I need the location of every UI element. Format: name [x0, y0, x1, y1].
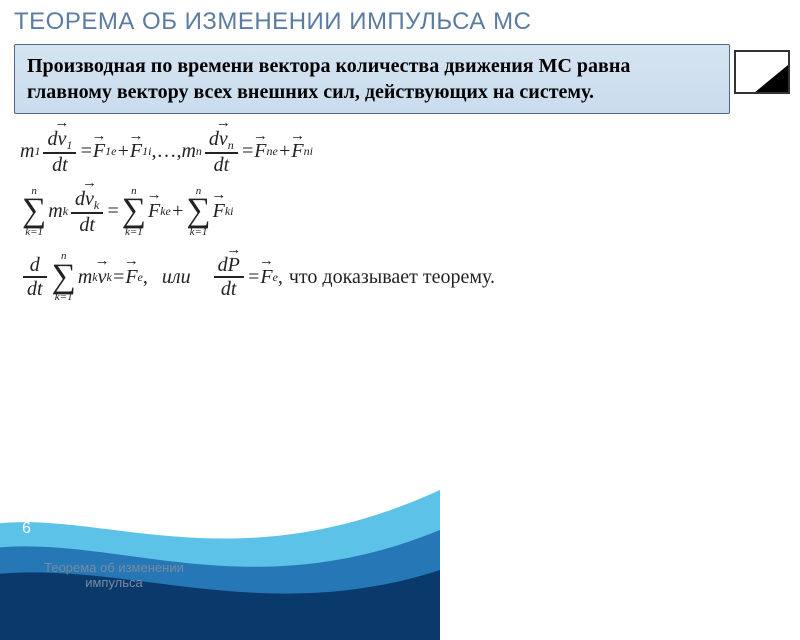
equations-block: m1 dν1 dt = F1e + F1i , …, mn dνn dt = F… [0, 122, 800, 303]
compass-ruler-icon [734, 50, 790, 94]
equation-row-3: d dt n ∑ k=1 mk νk = Fe , или dP dt = Fe… [20, 251, 782, 302]
equation-row-2: n ∑ k=1 mk dνk dt = n ∑ k=1 Fke + n ∑ k=… [20, 186, 782, 237]
slide-title: ТЕОРЕМА ОБ ИЗМЕНЕНИИ ИМПУЛЬСА МС [0, 0, 800, 40]
page-number: 6 [22, 520, 31, 538]
wave-decoration-icon [0, 420, 440, 640]
theorem-box: Производная по времени вектора количеств… [14, 44, 730, 114]
equation-row-1: m1 dν1 dt = F1e + F1i , …, mn dνn dt = F… [20, 128, 782, 176]
footer-caption: Теорема об изменении импульса [14, 561, 214, 590]
proof-text: что доказывает теорему. [289, 266, 495, 289]
